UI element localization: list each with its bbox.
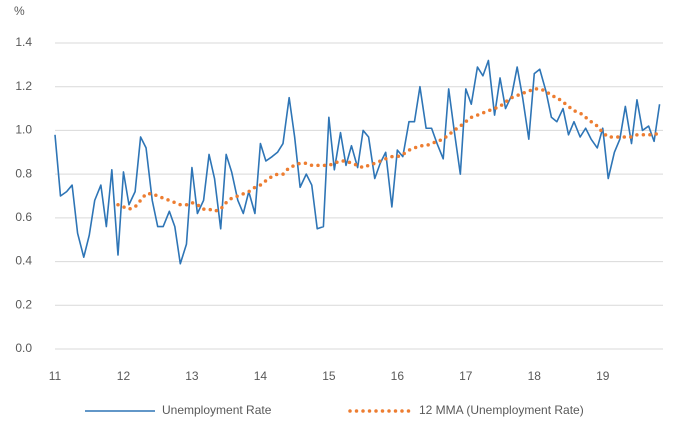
x-tick-label: 15	[322, 369, 336, 383]
x-tick-label: 12	[117, 369, 131, 383]
x-tick-label: 17	[459, 369, 473, 383]
legend-label: Unemployment Rate	[162, 403, 272, 417]
y-tick-label: 0.0	[15, 341, 32, 355]
x-tick-label: 14	[254, 369, 268, 383]
y-tick-label: 0.6	[15, 210, 32, 224]
data-line	[54, 59, 661, 265]
y-tick-label: 1.4	[15, 35, 32, 49]
x-tick-label: 18	[528, 369, 542, 383]
x-tick-label: 19	[596, 369, 610, 383]
x-tick-label: 11	[49, 369, 62, 383]
y-tick-label: 0.4	[15, 254, 32, 268]
y-tick-label: 1.0	[15, 123, 32, 137]
y-tick-label: 0.8	[15, 166, 32, 180]
legend-label: 12 MMA (Unemployment Rate)	[419, 403, 584, 417]
y-tick-label: 1.2	[15, 79, 32, 93]
x-tick-label: 16	[391, 369, 405, 383]
data-line	[116, 87, 662, 214]
y-tick-label: 0.2	[15, 297, 32, 311]
y-axis-unit: %	[14, 4, 25, 18]
x-tick-label: 13	[185, 369, 199, 383]
